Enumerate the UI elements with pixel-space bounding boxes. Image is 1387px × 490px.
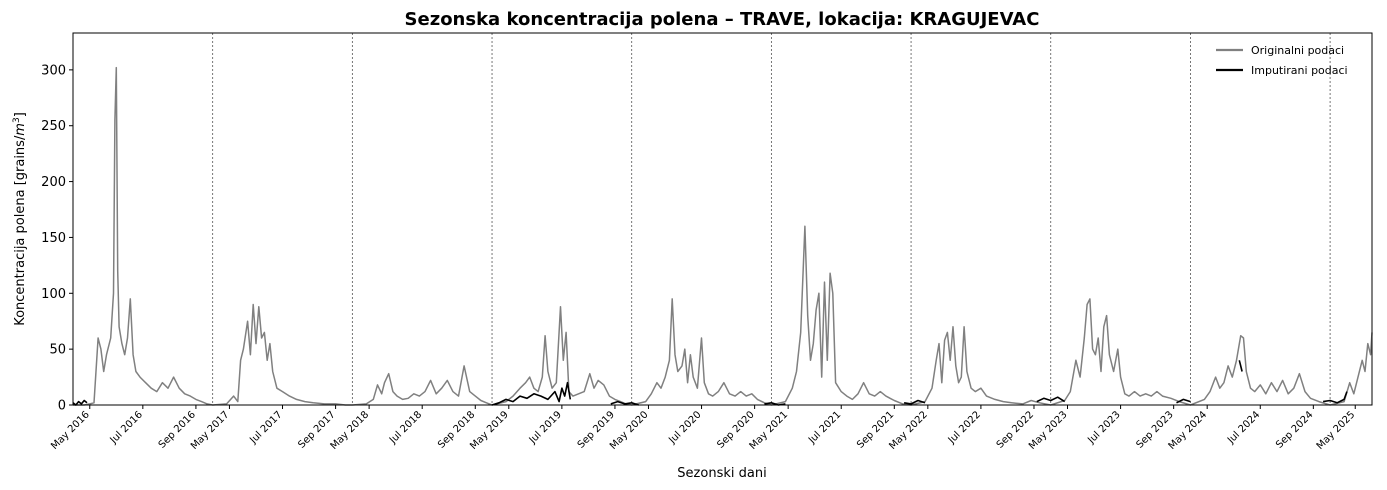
x-tick-label-5: Jul 2017 [247, 409, 284, 446]
x-tick-label-23: Jul 2023 [1085, 409, 1122, 446]
series-imputed-segment-8 [1238, 360, 1243, 372]
series-imputed-segment-4 [764, 402, 786, 406]
x-tick-label-2: Jul 2016 [108, 409, 145, 446]
y-tick-label-300: 300 [41, 63, 66, 78]
y-axis-label: Koncentracija polena [grains/m3] [12, 112, 28, 326]
plot-frame [72, 32, 1373, 406]
series-imputed-segment-2 [491, 381, 572, 406]
series-original-segment-1 [73, 66, 1373, 406]
series-imputed-segment-7 [1176, 398, 1191, 404]
y-tick-label-200: 200 [41, 175, 66, 190]
y-tick-label-50: 50 [49, 343, 66, 358]
x-tick-label-27: Sep 2024 [1274, 409, 1315, 450]
series-imputed-segment-5 [903, 399, 926, 405]
legend-label-1: Originalni podaci [1251, 44, 1344, 57]
series-imputed-segment-6 [1036, 396, 1066, 403]
x-tick-label-14: Jul 2020 [666, 409, 703, 446]
x-tick-label-1: May 2016 [49, 409, 92, 452]
y-tick-label-100: 100 [41, 287, 66, 302]
chart-title: Sezonska koncentracija polena – TRAVE, l… [405, 9, 1040, 30]
y-tick-label-150: 150 [41, 231, 66, 246]
y-tick-label-0: 0 [58, 399, 66, 414]
x-axis-label: Sezonski dani [677, 466, 766, 481]
series-imputed-segment-3 [610, 400, 639, 406]
x-tick-label-17: Jul 2021 [806, 409, 843, 446]
legend-label-2: Imputirani podaci [1251, 64, 1348, 77]
x-tick-label-26: Jul 2024 [1225, 409, 1262, 446]
x-tick-label-11: Jul 2019 [527, 409, 564, 446]
x-tick-label-20: Jul 2022 [946, 409, 983, 446]
x-tick-label-8: Jul 2018 [387, 409, 424, 446]
series-imputed-segment-9 [1322, 391, 1348, 404]
x-tick-label-28: May 2025 [1315, 409, 1358, 452]
y-tick-label-250: 250 [41, 119, 66, 134]
